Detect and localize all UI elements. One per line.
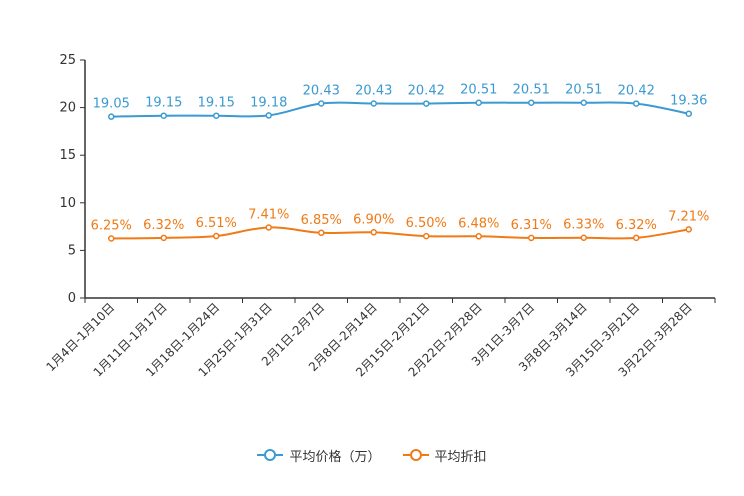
data-point-1 bbox=[475, 233, 482, 240]
data-label-0: 19.15 bbox=[198, 96, 235, 111]
data-label-0: 20.42 bbox=[408, 84, 445, 99]
data-label-1: 6.31% bbox=[511, 218, 552, 233]
data-label-1: 7.21% bbox=[668, 209, 709, 224]
data-point-1 bbox=[423, 232, 430, 240]
data-label-0: 19.05 bbox=[93, 97, 130, 112]
y-tick-label: 0 bbox=[68, 291, 76, 306]
data-point-0 bbox=[318, 100, 325, 107]
data-label-1: 6.32% bbox=[143, 218, 184, 233]
data-label-0: 19.18 bbox=[250, 95, 287, 110]
data-point-0 bbox=[528, 99, 535, 106]
data-point-1 bbox=[318, 229, 325, 237]
data-point-1 bbox=[685, 226, 692, 233]
legend: 平均价格（万） 平均折扣 bbox=[0, 443, 744, 467]
data-label-1: 6.48% bbox=[458, 216, 499, 231]
y-tick-label: 15 bbox=[59, 148, 76, 163]
data-label-1: 6.33% bbox=[563, 218, 604, 233]
data-label-0: 20.42 bbox=[618, 84, 655, 99]
data-label-1: 6.25% bbox=[91, 219, 132, 234]
data-label-0: 20.51 bbox=[513, 83, 550, 98]
data-point-1 bbox=[370, 229, 377, 236]
data-point-1 bbox=[580, 234, 587, 241]
legend-item-price[interactable]: 平均价格（万） bbox=[257, 446, 381, 465]
legend-item-discount[interactable]: 平均折扣 bbox=[402, 446, 487, 465]
data-label-1: 6.90% bbox=[353, 212, 394, 227]
series-line-0 bbox=[111, 101, 689, 118]
data-point-0 bbox=[160, 112, 167, 119]
legend-discount-marker-icon bbox=[402, 448, 429, 462]
legend-price-dot bbox=[264, 449, 277, 461]
data-point-0 bbox=[423, 100, 430, 107]
data-point-0 bbox=[265, 112, 272, 119]
data-label-0: 19.36 bbox=[670, 94, 707, 109]
data-point-1 bbox=[633, 234, 640, 242]
data-point-1 bbox=[265, 224, 272, 231]
data-point-1 bbox=[160, 234, 167, 242]
data-label-1: 6.51% bbox=[196, 216, 237, 231]
data-point-1 bbox=[108, 235, 115, 242]
data-label-0: 20.43 bbox=[303, 84, 340, 99]
y-tick-label: 25 bbox=[59, 53, 76, 68]
data-label-1: 6.32% bbox=[616, 218, 657, 233]
data-label-1: 7.41% bbox=[248, 207, 289, 222]
data-point-1 bbox=[213, 232, 220, 240]
data-point-1 bbox=[528, 234, 535, 242]
line-chart: 05101520251月4日-1月10日1月11日-1月17日1月18日-1月2… bbox=[43, 53, 716, 380]
data-label-1: 6.85% bbox=[301, 213, 342, 228]
data-point-0 bbox=[213, 112, 220, 119]
data-label-0: 20.51 bbox=[460, 83, 497, 98]
data-label-0: 20.43 bbox=[355, 84, 392, 99]
y-tick-label: 5 bbox=[68, 243, 76, 258]
series-line-1 bbox=[111, 226, 689, 240]
y-tick-label: 20 bbox=[59, 101, 76, 116]
y-tick-label: 10 bbox=[59, 196, 76, 211]
data-point-0 bbox=[580, 99, 587, 106]
data-point-0 bbox=[475, 99, 482, 106]
data-point-0 bbox=[370, 100, 377, 107]
data-point-0 bbox=[633, 100, 640, 107]
legend-discount-dot bbox=[409, 449, 422, 461]
data-label-1: 6.50% bbox=[406, 216, 447, 231]
legend-discount-label: 平均折扣 bbox=[434, 449, 487, 465]
data-point-0 bbox=[108, 113, 115, 120]
data-point-0 bbox=[685, 110, 692, 117]
data-label-0: 20.51 bbox=[565, 83, 602, 98]
legend-price-marker-icon bbox=[257, 448, 284, 462]
legend-price-label: 平均价格（万） bbox=[289, 449, 381, 465]
data-label-0: 19.15 bbox=[145, 96, 182, 111]
